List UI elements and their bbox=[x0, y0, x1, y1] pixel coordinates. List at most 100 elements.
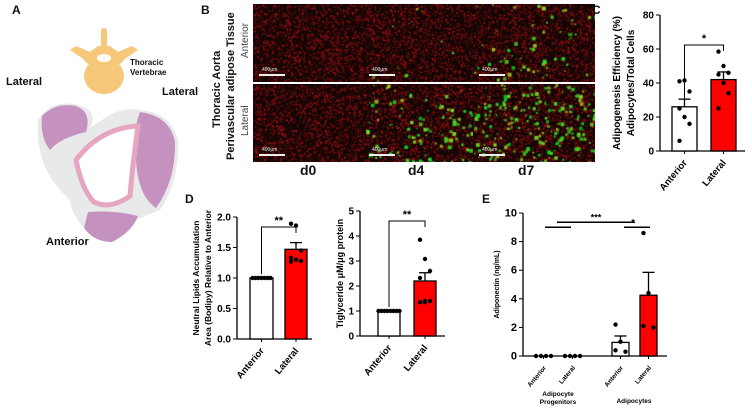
y-tick-label: 0 bbox=[648, 147, 654, 158]
anterior-label: Anterior bbox=[46, 236, 89, 248]
data-point bbox=[716, 72, 721, 77]
scale-bar bbox=[369, 154, 395, 156]
data-point bbox=[562, 353, 568, 359]
scale-bar bbox=[369, 74, 395, 76]
vertebra-label-line-1: Thoracic bbox=[130, 58, 164, 67]
y-tick-label: 6 bbox=[511, 265, 517, 277]
data-point bbox=[646, 290, 651, 296]
data-point bbox=[288, 221, 294, 226]
data-point bbox=[567, 353, 573, 359]
bar-anterior bbox=[671, 106, 698, 152]
x-tick-label: Lateral bbox=[634, 365, 653, 386]
x-tick-label: Lateral bbox=[273, 346, 301, 377]
vertebra-icon bbox=[70, 28, 138, 94]
x-tick-label: Lateral bbox=[558, 365, 577, 386]
data-point bbox=[641, 230, 646, 236]
scale-bar-label: 400μm bbox=[482, 67, 498, 73]
day-label-d0: d0 bbox=[300, 162, 317, 178]
data-point bbox=[417, 275, 423, 281]
data-point bbox=[543, 353, 549, 359]
panel-label-b: B bbox=[201, 3, 210, 17]
y-tick-label: 2 bbox=[348, 282, 354, 293]
y-tick-label: 20 bbox=[643, 113, 655, 124]
group-label-adipocytes: Adipocytes bbox=[616, 398, 651, 405]
x-tick-label: Lateral bbox=[402, 343, 430, 374]
data-point bbox=[427, 268, 433, 274]
data-point bbox=[677, 138, 682, 143]
scale-bar bbox=[479, 74, 505, 76]
micrograph-lateral-d0 bbox=[253, 84, 375, 162]
data-point bbox=[538, 353, 544, 359]
bar-lateral bbox=[413, 280, 437, 337]
data-point bbox=[641, 323, 646, 329]
scale-bar-label: 400μm bbox=[262, 67, 278, 73]
panel-label-e: E bbox=[482, 192, 491, 206]
bar-lateral bbox=[284, 248, 308, 340]
y-tick-label: 40 bbox=[643, 79, 655, 90]
lateral-left-label: Lateral bbox=[6, 76, 43, 88]
data-point bbox=[422, 300, 428, 305]
y-tick-label: 4 bbox=[348, 232, 354, 243]
data-point bbox=[677, 106, 682, 111]
data-point bbox=[726, 70, 731, 76]
y-tick-label: 0.5 bbox=[217, 304, 231, 315]
group-label-progenitors-2: Progenitors bbox=[540, 399, 577, 406]
y-tick-label: 10 bbox=[505, 208, 517, 220]
scale-bar-label: 400μm bbox=[372, 67, 388, 73]
data-point bbox=[298, 248, 304, 253]
scale-bar-label: 400μm bbox=[372, 147, 388, 153]
scale-bar-label: 400μm bbox=[482, 147, 498, 153]
x-tick-label: Anterior bbox=[603, 364, 625, 388]
data-point bbox=[721, 80, 726, 86]
vertebra-label-line-2: Vertebrae bbox=[130, 68, 167, 77]
y-tick-label: 3 bbox=[348, 257, 354, 268]
scale-bar-label: 400μm bbox=[262, 147, 278, 153]
bar-lateral bbox=[710, 78, 737, 152]
significance-marker: ** bbox=[403, 209, 412, 221]
data-point bbox=[268, 275, 273, 281]
significance-bracket bbox=[684, 44, 724, 103]
data-point bbox=[427, 298, 433, 304]
significance-bracket bbox=[261, 226, 297, 274]
data-point bbox=[716, 49, 721, 54]
y-tick-label: 5 bbox=[348, 207, 354, 218]
micrograph-anterior-d0 bbox=[253, 4, 375, 82]
y-tick-label: 1.5 bbox=[217, 243, 231, 254]
y-tick-label: 60 bbox=[643, 45, 655, 56]
micrograph-anterior-d7 bbox=[473, 4, 595, 82]
x-tick-label: Anterior bbox=[362, 343, 394, 379]
day-label-d4: d4 bbox=[408, 162, 425, 178]
x-tick-label: Lateral bbox=[700, 158, 728, 189]
significance-marker: ** bbox=[274, 215, 283, 227]
histology-section bbox=[38, 28, 179, 242]
scale-bar bbox=[479, 154, 505, 156]
significance-marker: * bbox=[631, 217, 635, 227]
data-point bbox=[417, 300, 423, 305]
panel-label-a: A bbox=[12, 3, 21, 17]
data-point bbox=[726, 91, 731, 96]
data-point bbox=[572, 353, 578, 359]
y-tick-label: 80 bbox=[643, 11, 655, 22]
y-tick-label: 0 bbox=[511, 351, 517, 363]
y-tick-label: 2 bbox=[511, 322, 517, 334]
micrograph-lateral-d7 bbox=[473, 84, 595, 162]
bar-anterior bbox=[377, 310, 401, 337]
data-point bbox=[533, 353, 539, 359]
y-axis-label: Neutral Lipids Accumulation bbox=[191, 221, 201, 336]
data-point bbox=[613, 322, 618, 327]
y-axis-label: Adiponectin (ng/mL) bbox=[494, 250, 501, 318]
data-point bbox=[677, 79, 682, 84]
scale-bar bbox=[259, 74, 285, 76]
x-tick-label: Anterior bbox=[235, 346, 267, 382]
y-tick-label: 8 bbox=[511, 236, 517, 248]
micrograph-anterior-d4 bbox=[363, 4, 485, 82]
micrograph-lateral-d4 bbox=[363, 84, 485, 162]
data-point bbox=[687, 89, 692, 94]
y-tick-label: 0 bbox=[348, 332, 354, 343]
y-tick-label: 0.0 bbox=[217, 335, 231, 346]
vertebra-label: Thoracic Vertebrae bbox=[130, 58, 166, 78]
data-point bbox=[288, 259, 294, 264]
data-point bbox=[651, 325, 656, 330]
panel-label-d: D bbox=[185, 192, 194, 206]
